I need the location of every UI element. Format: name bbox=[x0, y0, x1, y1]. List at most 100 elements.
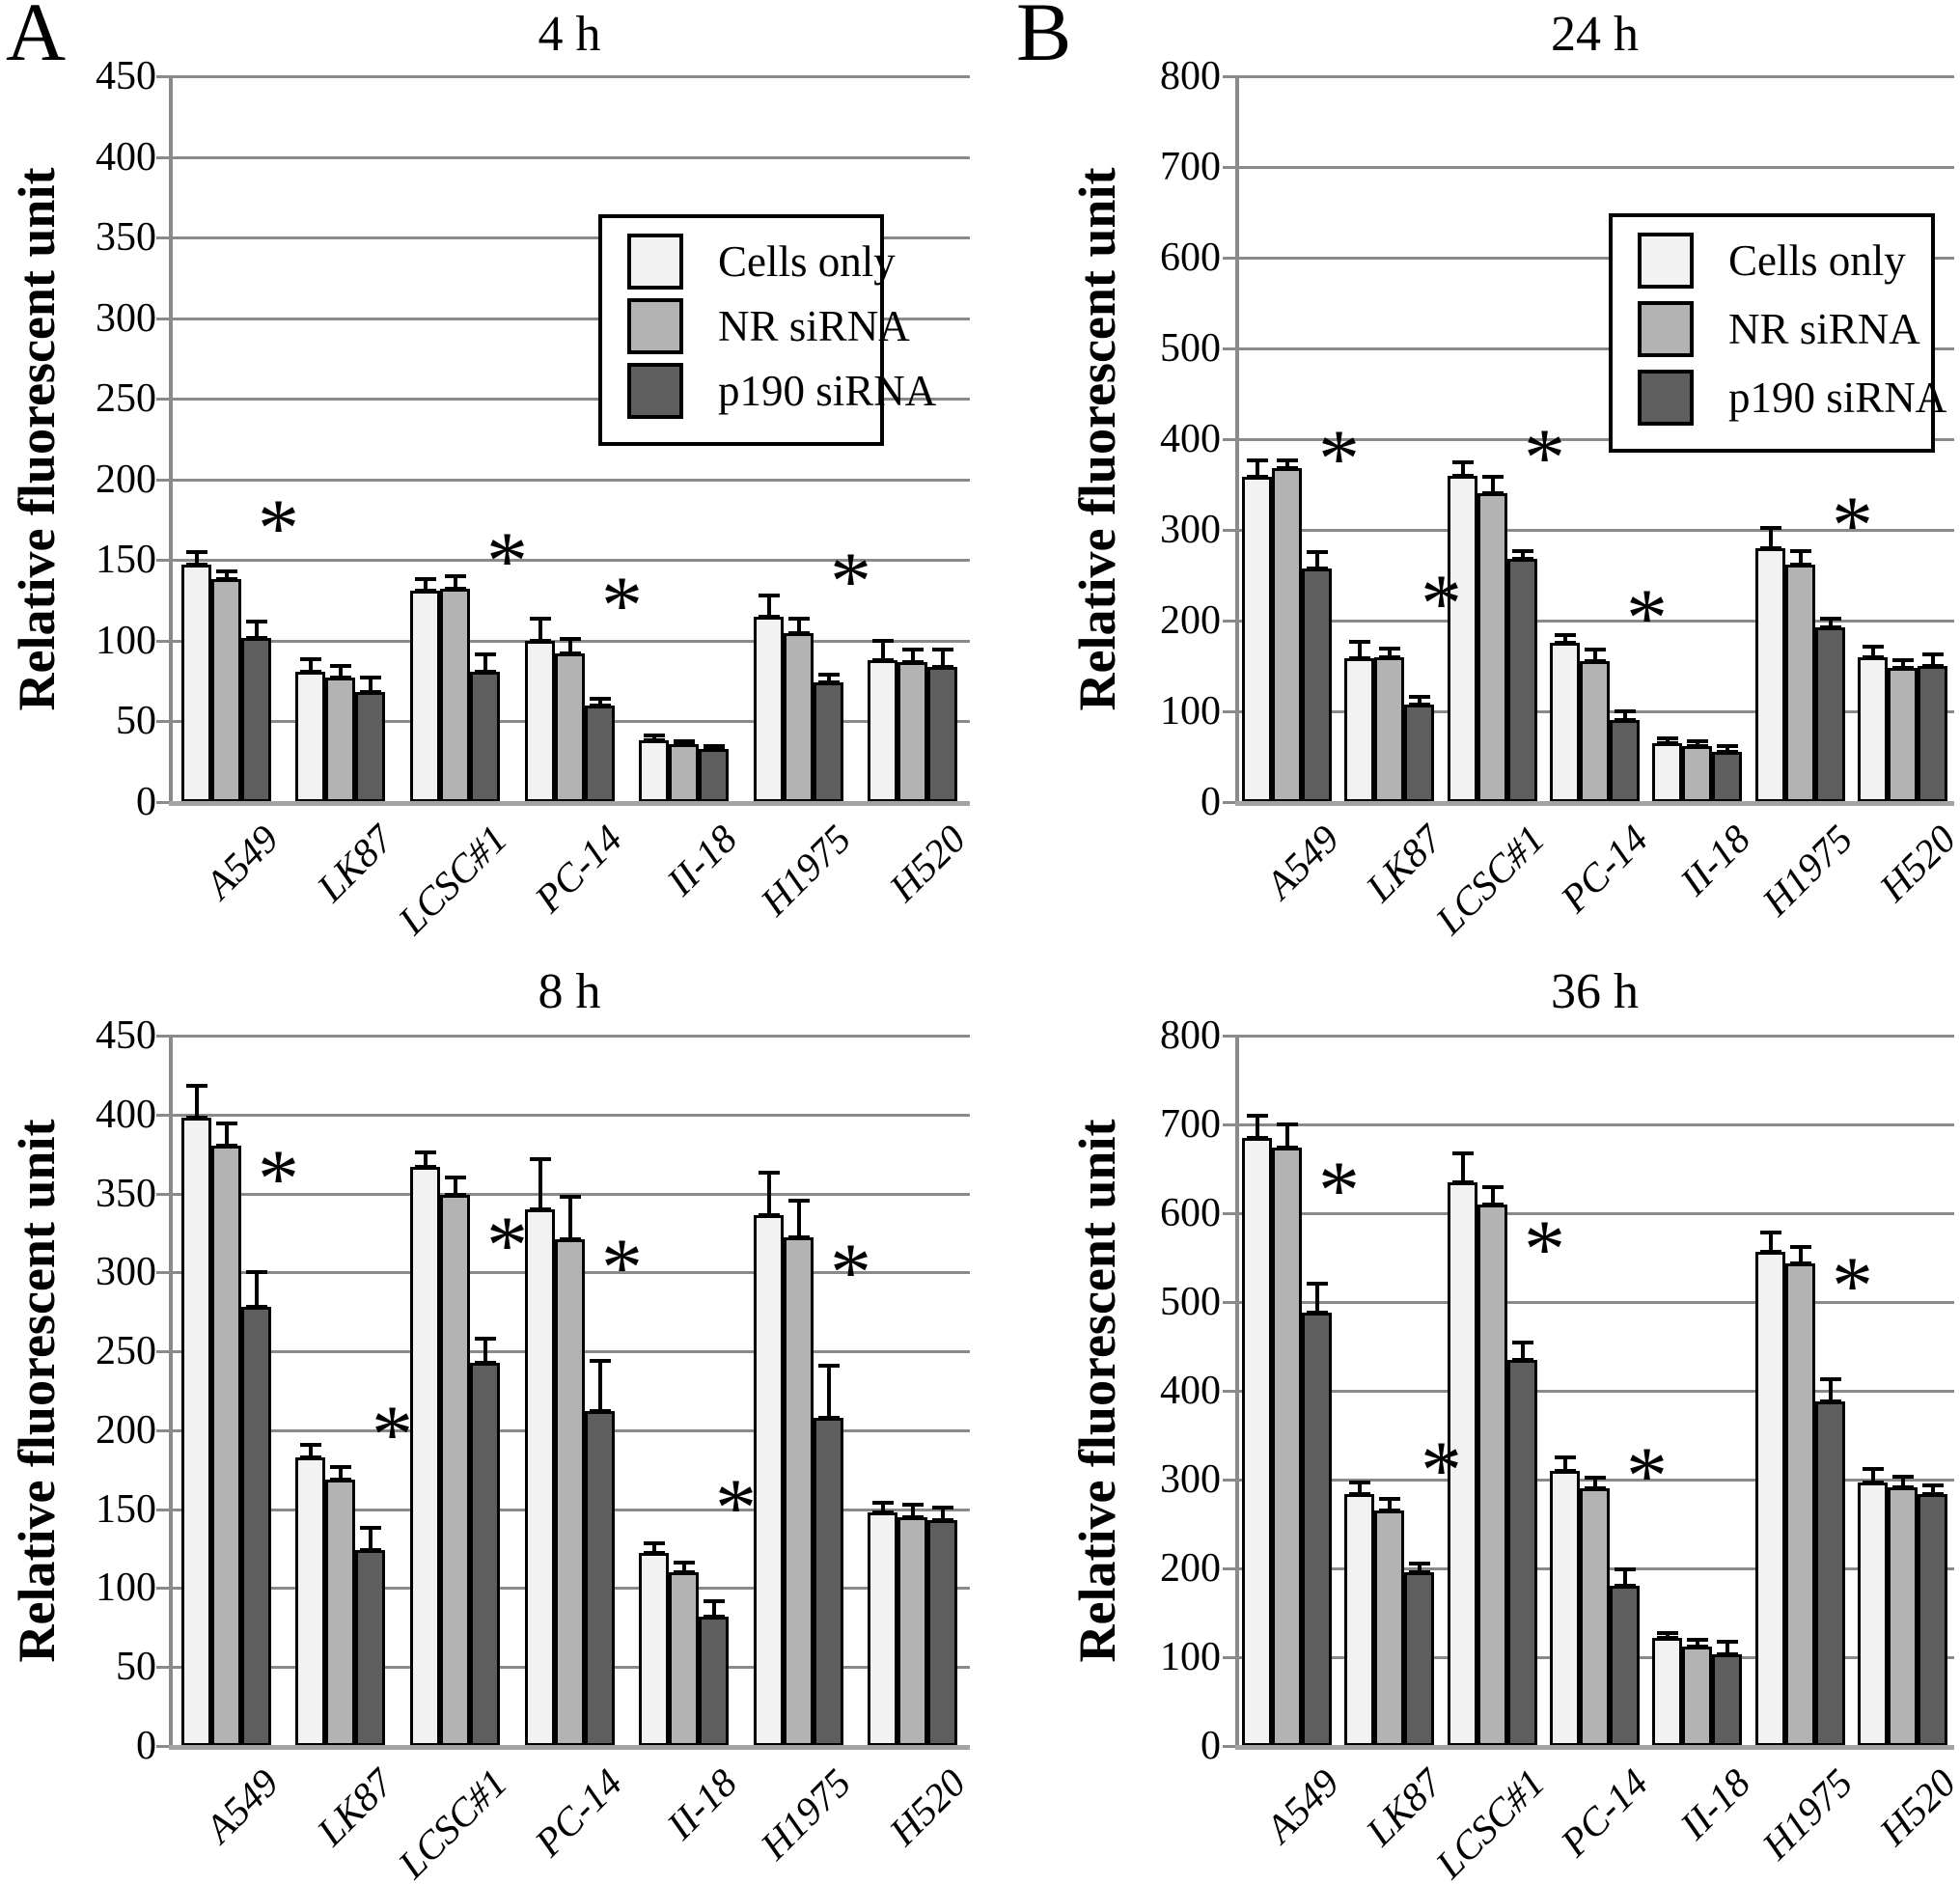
bar-LK87-series0 bbox=[1344, 658, 1374, 802]
error-bar bbox=[766, 596, 771, 617]
y-axis-tick bbox=[1223, 1745, 1235, 1748]
bar-PC-14-series1 bbox=[1580, 661, 1610, 802]
y-tick-label: 100 bbox=[1160, 689, 1221, 734]
y-tick-label: 500 bbox=[1160, 326, 1221, 371]
bar-LK87-series0 bbox=[295, 1457, 325, 1746]
y-axis-tick bbox=[156, 1350, 169, 1353]
gridline bbox=[169, 479, 970, 482]
error-bar-cap-bottom bbox=[474, 1361, 496, 1365]
error-bar bbox=[1255, 1116, 1259, 1138]
error-bar bbox=[1695, 1640, 1699, 1647]
y-tick-label: 200 bbox=[96, 457, 156, 502]
legend-label: Cells only bbox=[718, 237, 896, 286]
bar-LK87-series2 bbox=[1404, 705, 1434, 802]
error-bar-cap-top bbox=[1789, 1245, 1811, 1249]
error-bar-cap-bottom bbox=[1276, 1146, 1298, 1150]
y-tick-label: 50 bbox=[116, 699, 156, 743]
error-bar-cap-top bbox=[1481, 1185, 1504, 1189]
error-bar-cap-bottom bbox=[1554, 641, 1576, 645]
bar-A549-series0 bbox=[1242, 1138, 1272, 1746]
bar-A549-series1 bbox=[211, 579, 241, 802]
y-axis-tick bbox=[156, 398, 169, 401]
legend-swatch-0 bbox=[627, 234, 683, 290]
bar-A549-series1 bbox=[1272, 1148, 1302, 1746]
error-bar-cap-bottom bbox=[817, 1416, 840, 1420]
bar-H1975-series2 bbox=[814, 1418, 843, 1746]
bar-A549-series2 bbox=[241, 638, 271, 802]
error-bar-cap-top bbox=[474, 652, 496, 656]
error-bar-cap-bottom bbox=[1246, 1136, 1268, 1140]
y-tick-label: 350 bbox=[96, 1172, 156, 1216]
error-bar-cap-bottom bbox=[817, 680, 840, 684]
y-tick-label: 200 bbox=[1160, 598, 1221, 643]
error-bar-cap-bottom bbox=[1511, 557, 1533, 561]
error-bar-cap-top bbox=[787, 1199, 810, 1203]
error-bar-cap-top bbox=[414, 1150, 436, 1154]
y-axis-tick bbox=[1223, 1390, 1235, 1393]
error-bar bbox=[368, 1528, 373, 1550]
y-axis-tick bbox=[1223, 75, 1235, 78]
y-tick-label: 600 bbox=[1160, 236, 1221, 280]
error-bar-cap-top bbox=[1819, 617, 1841, 621]
error-bar-cap-bottom bbox=[359, 1548, 381, 1552]
error-bar bbox=[711, 1601, 716, 1617]
error-bar-cap-bottom bbox=[758, 615, 780, 619]
error-bar-cap-top bbox=[359, 1526, 381, 1530]
error-bar bbox=[1930, 1485, 1935, 1494]
y-axis-line bbox=[169, 76, 173, 802]
error-bar-cap-top bbox=[1921, 652, 1944, 656]
legend-row: p190 siRNA bbox=[1638, 370, 1946, 426]
error-bar-cap-bottom bbox=[1891, 666, 1914, 670]
error-bar-cap-bottom bbox=[185, 1116, 207, 1120]
error-bar-cap-top bbox=[474, 1337, 496, 1341]
y-tick-label: 400 bbox=[1160, 417, 1221, 461]
error-bar-cap-top bbox=[1614, 709, 1636, 713]
error-bar-cap-top bbox=[1348, 640, 1370, 644]
legend-row: NR siRNA bbox=[1638, 301, 1920, 357]
bar-LK87-series1 bbox=[325, 678, 355, 802]
bar-II-18-series1 bbox=[669, 1572, 699, 1746]
error-bar bbox=[880, 641, 885, 660]
error-bar-cap-bottom bbox=[871, 658, 894, 662]
y-axis-tick bbox=[1223, 710, 1235, 713]
y-axis-tick bbox=[1223, 620, 1235, 623]
error-bar-cap-bottom bbox=[1451, 474, 1474, 478]
error-bar bbox=[766, 1173, 771, 1215]
y-axis-tick bbox=[156, 720, 169, 723]
error-bar bbox=[940, 1508, 945, 1520]
error-bar bbox=[1798, 551, 1803, 565]
y-axis-tick bbox=[156, 559, 169, 562]
bar-H520-series1 bbox=[897, 1517, 927, 1746]
error-bar-cap-top bbox=[245, 620, 267, 623]
error-bar-cap-top bbox=[758, 594, 780, 597]
bar-II-18-series2 bbox=[1712, 752, 1742, 802]
error-bar bbox=[1622, 711, 1627, 720]
significance-asterisk-PC-14: * bbox=[601, 559, 643, 651]
error-bar-cap-bottom bbox=[1481, 1203, 1504, 1206]
bar-H520-series2 bbox=[1918, 1494, 1947, 1746]
error-bar-cap-top bbox=[703, 744, 725, 748]
error-bar bbox=[1592, 1478, 1597, 1488]
error-bar-cap-top bbox=[1862, 1467, 1884, 1471]
bar-LCSC#1-series1 bbox=[440, 589, 470, 802]
error-bar-cap-top bbox=[1656, 736, 1678, 740]
gridline bbox=[1235, 166, 1954, 169]
legend-label: NR siRNA bbox=[1728, 305, 1920, 353]
error-bar-cap-top bbox=[1306, 550, 1328, 554]
bar-LCSC#1-series0 bbox=[1448, 1182, 1477, 1746]
bar-LK87-series0 bbox=[295, 672, 325, 802]
significance-asterisk-H1975: * bbox=[830, 535, 871, 627]
error-bar bbox=[1490, 1187, 1495, 1205]
bar-A549-series0 bbox=[181, 1118, 211, 1746]
error-bar-cap-bottom bbox=[245, 1305, 267, 1309]
y-axis-tick bbox=[1223, 1479, 1235, 1482]
error-bar-cap-bottom bbox=[1306, 567, 1328, 570]
bar-A549-series0 bbox=[1242, 477, 1272, 802]
error-bar-cap-bottom bbox=[1921, 1492, 1944, 1496]
bar-PC-14-series2 bbox=[1610, 720, 1640, 802]
gridline bbox=[169, 559, 970, 562]
error-bar-cap-bottom bbox=[444, 1193, 466, 1197]
y-axis-tick bbox=[156, 1271, 169, 1274]
error-bar-cap-bottom bbox=[1378, 1509, 1400, 1512]
significance-asterisk-LCSC#1: * bbox=[1524, 411, 1565, 504]
